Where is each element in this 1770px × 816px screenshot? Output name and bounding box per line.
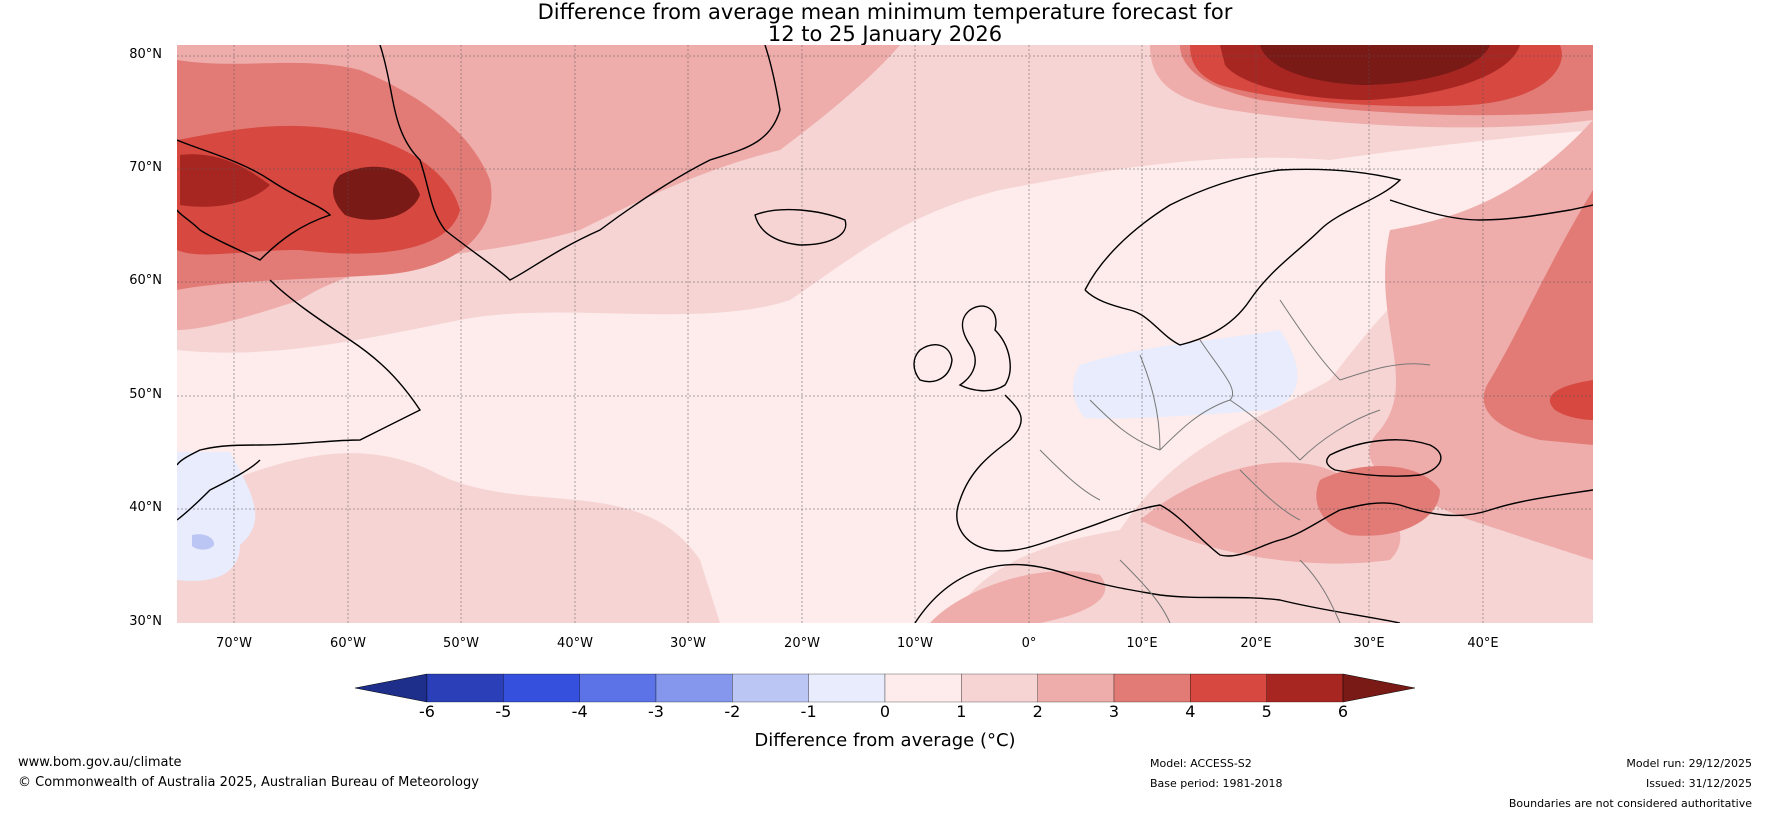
lon-label-30w: 30°W: [670, 636, 706, 651]
lon-label-60w: 60°W: [330, 636, 366, 651]
footer-base-period: Base period: 1981-2018: [1150, 777, 1283, 790]
anomaly-region-5to6-greenland: [180, 154, 270, 207]
uk-coast: [958, 305, 1011, 392]
ireland-coast: [913, 344, 953, 383]
greenland-coast: [379, 45, 781, 281]
colorbar-extend-low: [354, 673, 428, 703]
anomaly-region-neg-2to1-atlantic: [192, 534, 215, 550]
black-sea-coast: [1326, 439, 1442, 477]
colorbar-tick-label: 1: [956, 702, 967, 721]
lat-label-50n: 50°N: [129, 387, 162, 402]
anomaly-region-4to5-greenland: [177, 125, 460, 255]
colorbar-box: [655, 673, 733, 703]
africa-coast: [914, 563, 1401, 623]
footer-model-run: Model run: 29/12/2025: [1626, 757, 1752, 770]
footer-disclaimer: Boundaries are not considered authoritat…: [1508, 797, 1752, 810]
footer-copyright: © Commonwealth of Australia 2025, Austra…: [18, 775, 479, 790]
colorbar-tick-label: -4: [571, 702, 588, 721]
colorbar-box: [426, 673, 504, 703]
borders: [1039, 299, 1431, 623]
colorbar-tick-label: 5: [1261, 702, 1272, 721]
footer-issued: Issued: 31/12/2025: [1645, 777, 1752, 790]
colorbar-box: [1190, 673, 1267, 703]
anomaly-region-4to5-russia: [1549, 380, 1593, 420]
border-lines: [1039, 299, 1431, 623]
colorbar-tick-label: -5: [495, 702, 512, 721]
anomaly-region-above6-arctic: [1260, 45, 1490, 85]
lon-label-10w: 10°W: [897, 636, 933, 651]
colorbar: [354, 673, 1416, 703]
anomaly-region-1to2-south: [177, 453, 720, 623]
colorbar-title: Difference from average (°C): [754, 730, 1016, 751]
map-title-line1: Difference from average mean minimum tem…: [537, 0, 1233, 24]
lon-label-50w: 50°W: [443, 636, 479, 651]
coastlines: [177, 45, 1593, 623]
lon-label-20e: 20°E: [1240, 636, 1272, 651]
lon-label-30e: 30°E: [1353, 636, 1385, 651]
russia-arctic-coast: [1389, 199, 1593, 221]
colorbar-extend-high: [1342, 673, 1416, 703]
colorbar-box: [1037, 673, 1115, 703]
lat-label-60n: 60°N: [129, 273, 162, 288]
colorbar-tick-label: -3: [648, 702, 664, 721]
lon-label-40w: 40°W: [557, 636, 593, 651]
north-america-coast: [177, 459, 261, 521]
colorbar-box: [1113, 673, 1191, 703]
europe-coast: [956, 394, 1593, 557]
lon-label-20w: 20°W: [784, 636, 820, 651]
anomaly-region-above6-greenland: [333, 166, 420, 220]
colorbar-box: [579, 673, 657, 703]
lon-label-70w: 70°W: [216, 636, 252, 651]
colorbar-box: [1266, 673, 1344, 703]
anomaly-field: [177, 45, 1593, 623]
baffin-coast: [177, 139, 332, 261]
colorbar-tick-label: 4: [1185, 702, 1196, 721]
anomaly-region-3to4-turkey: [1316, 466, 1440, 536]
lat-label-70n: 70°N: [129, 160, 162, 175]
colorbar-box: [732, 673, 809, 703]
map-title-line2: 12 to 25 January 2026: [767, 22, 1003, 46]
lat-label-40n: 40°N: [129, 500, 162, 515]
scandinavia-coast: [1084, 168, 1402, 346]
anomaly-region-neg-1to0-europe: [1073, 330, 1298, 419]
lat-label-80n: 80°N: [129, 47, 162, 62]
lat-label-30n: 30°N: [129, 614, 162, 629]
colorbar-box: [961, 673, 1038, 703]
colorbar-box: [503, 673, 580, 703]
footer-website: www.bom.gov.au/climate: [18, 755, 182, 770]
lon-label-0: 0°: [1021, 636, 1037, 651]
colorbar-tick-label: -2: [724, 702, 741, 721]
colorbar-tick-label: 3: [1108, 702, 1120, 721]
colorbar-box: [884, 673, 962, 703]
anomaly-region-3to4-russia: [1483, 190, 1593, 445]
colorbar-tick-label: 2: [1032, 702, 1043, 721]
graticule: [177, 45, 1593, 623]
lon-label-40e: 40°E: [1467, 636, 1499, 651]
colorbar-tick-label: 6: [1337, 702, 1349, 721]
colorbar-tick-label: 0: [879, 702, 891, 721]
anomaly-region-2to3-east: [1369, 120, 1593, 560]
lon-label-10e: 10°E: [1126, 636, 1158, 651]
footer-model: Model: ACCESS-S2: [1150, 757, 1252, 770]
colorbar-tick-label: -1: [800, 702, 817, 721]
anomaly-region-neg-1to0-atlantic: [177, 452, 256, 581]
iceland-coast: [754, 208, 847, 246]
colorbar-tick-label: -6: [419, 702, 435, 721]
labrador-coast: [177, 279, 422, 466]
anomaly-region-2to3-africa: [930, 571, 1106, 623]
colorbar-box: [808, 673, 886, 703]
